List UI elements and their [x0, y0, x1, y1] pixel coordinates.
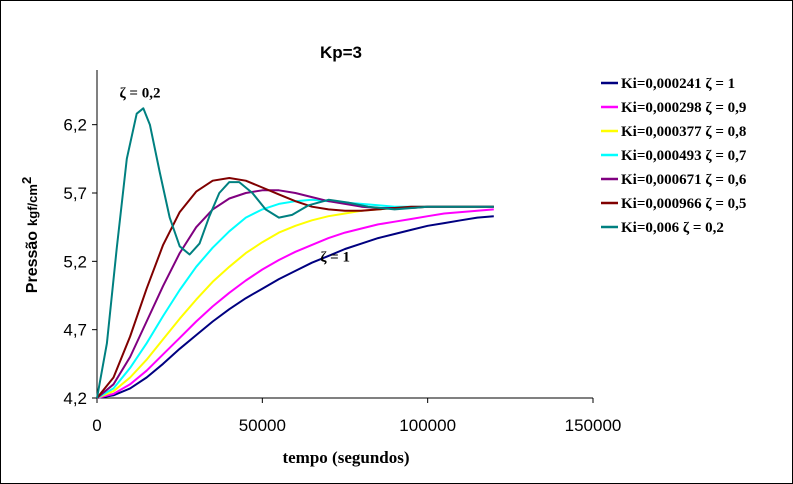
y-axis-label-unit: kgf/cm [25, 184, 40, 226]
x-tick-label: 0 [92, 416, 101, 435]
y-tick-label: 4,7 [63, 321, 87, 340]
series-line-2 [96, 208, 494, 399]
y-tick-label: 5,2 [63, 252, 87, 271]
series-line-5 [96, 189, 494, 399]
y-tick-label: 5,7 [63, 184, 87, 203]
x-axis-label: tempo (segundos) [282, 448, 409, 467]
annotation-label-1: ζ = 0,2 [119, 85, 160, 101]
x-tick-label: 100000 [399, 416, 456, 435]
legend-label-7: Ki=0,006 ζ = 0,2 [621, 220, 724, 236]
legend: Ki=0,000241 ζ = 1 Ki=0,000298 ζ = 0,9 Ki=0… [601, 76, 747, 236]
plot-area [96, 70, 593, 399]
series-line-1 [96, 215, 494, 399]
series-lines [96, 107, 494, 399]
y-tick-label: 4,2 [63, 389, 87, 408]
legend-label-5: Ki=0,000671 ζ = 0,6 [621, 172, 747, 188]
y-axis-ticks: 4,2 4,7 5,2 5,7 6,2 [63, 116, 97, 408]
x-axis-ticks: 0 50000 100000 150000 [92, 398, 621, 435]
series-line-7 [96, 107, 494, 399]
legend-label-4: Ki=0,000493 ζ = 0,7 [621, 148, 747, 164]
y-axis-label-unit-superscript: 2 [19, 177, 34, 184]
legend-label-1: Ki=0,000241 ζ = 1 [621, 76, 735, 92]
y-tick-label: 6,2 [63, 116, 87, 135]
legend-label-6: Ki=0,000966 ζ = 0,5 [621, 196, 746, 212]
legend-label-3: Ki=0,000377 ζ = 0,8 [621, 124, 746, 140]
x-tick-label: 150000 [565, 416, 622, 435]
y-axis-label-group: Pressão kgf/cm2 [19, 177, 41, 293]
chart-title: Kp=3 [320, 43, 362, 62]
series-line-6 [96, 177, 494, 399]
annotation-label-2: ζ = 1 [320, 249, 350, 265]
annotations: ζ = 0,2 ζ = 1 [119, 85, 349, 265]
y-axis-label: Pressão kgf/cm2 [19, 177, 41, 293]
legend-label-2: Ki=0,000298 ζ = 0,9 [621, 100, 746, 116]
y-axis-label-text: Pressão [24, 231, 41, 293]
x-tick-label: 50000 [239, 416, 286, 435]
